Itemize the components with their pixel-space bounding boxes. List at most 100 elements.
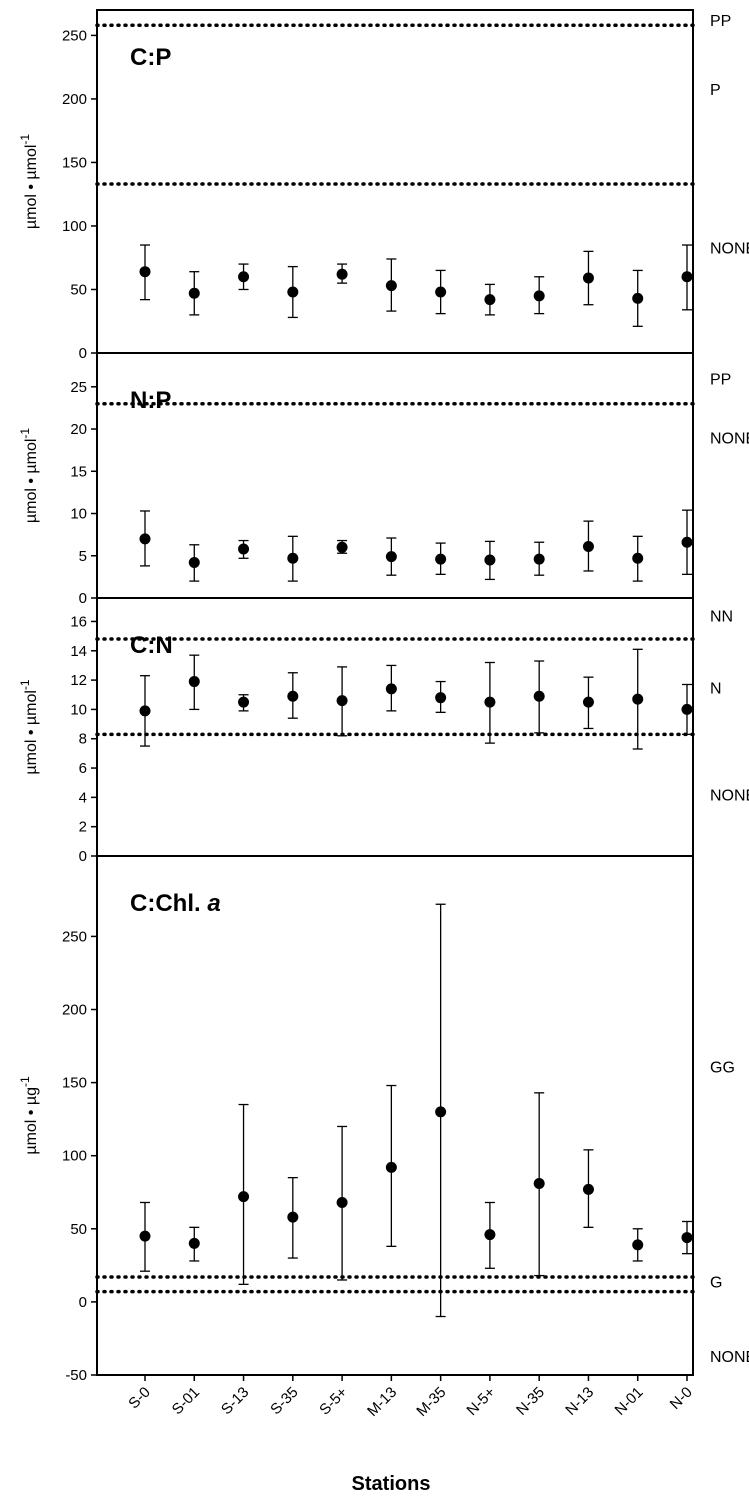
data-point xyxy=(681,703,693,715)
y-tick-label: 0 xyxy=(79,848,87,865)
data-point xyxy=(336,1196,348,1208)
data-point xyxy=(484,1229,496,1241)
zone-label: NN xyxy=(710,609,733,626)
y-tick-label: 200 xyxy=(62,91,87,108)
y-tick-label: 10 xyxy=(70,701,87,718)
data-point xyxy=(385,1161,397,1173)
panel-frame xyxy=(96,9,694,354)
data-point xyxy=(188,676,200,688)
data-point xyxy=(238,271,250,283)
y-tick-label: 0 xyxy=(79,345,87,362)
data-point xyxy=(188,287,200,299)
zone-label: NONE xyxy=(710,430,749,447)
data-point xyxy=(238,543,250,555)
y-tick-label: 25 xyxy=(70,379,87,396)
data-point xyxy=(681,271,693,283)
y-tick-label: 4 xyxy=(79,789,87,806)
y-tick-label: 14 xyxy=(70,643,87,660)
x-tick-label: S-35 xyxy=(267,1384,301,1418)
y-axis-label: µmol • µmol-1 xyxy=(18,428,40,523)
zone-label: GG xyxy=(710,1060,735,1077)
data-point xyxy=(484,554,496,566)
panel-title: C:N xyxy=(130,632,173,659)
y-tick-label: 20 xyxy=(70,421,87,438)
zone-label: N xyxy=(710,680,722,697)
zone-label: G xyxy=(710,1274,722,1291)
y-tick-label: 10 xyxy=(70,506,87,523)
data-point xyxy=(582,1183,594,1195)
zone-label: P xyxy=(710,82,721,99)
data-point xyxy=(336,268,348,280)
data-point xyxy=(188,557,200,569)
data-point xyxy=(632,552,644,564)
data-point xyxy=(533,553,545,565)
x-axis-label: Stations xyxy=(352,1473,431,1495)
y-tick-label: 0 xyxy=(79,1294,87,1311)
data-point xyxy=(435,553,447,565)
y-tick-label: 2 xyxy=(79,819,87,836)
x-tick-label: S-5+ xyxy=(316,1384,351,1419)
data-point xyxy=(435,692,447,704)
x-tick-label: N-01 xyxy=(612,1384,647,1419)
y-tick-label: 5 xyxy=(79,548,87,565)
y-tick-label: 16 xyxy=(70,613,87,630)
y-tick-label: -50 xyxy=(65,1367,87,1384)
data-point xyxy=(139,705,151,717)
y-tick-label: 15 xyxy=(70,463,87,480)
panel-frame xyxy=(96,352,694,599)
data-point xyxy=(385,551,397,563)
y-axis-label: µmol • µmol-1 xyxy=(18,134,40,229)
data-point xyxy=(287,286,299,298)
y-tick-label: 150 xyxy=(62,154,87,171)
y-tick-label: 50 xyxy=(70,1221,87,1238)
y-axis-label: µmol • µmol-1 xyxy=(18,679,40,774)
data-point xyxy=(484,294,496,306)
y-tick-label: 12 xyxy=(70,672,87,689)
panel-title: C:P xyxy=(130,44,171,71)
zone-label: NONE xyxy=(710,787,749,804)
y-tick-label: 50 xyxy=(70,281,87,298)
zone-label: PP xyxy=(710,371,731,388)
panel-title: C:Chl. a xyxy=(130,890,221,917)
y-tick-label: 100 xyxy=(62,218,87,235)
x-tick-label: S-13 xyxy=(218,1384,252,1418)
data-point xyxy=(681,1232,693,1244)
panel-title: N:P xyxy=(130,387,171,414)
y-tick-label: 0 xyxy=(79,590,87,607)
zone-label: NONE xyxy=(710,1349,749,1366)
x-tick-label: S-01 xyxy=(169,1384,203,1418)
data-point xyxy=(287,690,299,702)
data-point xyxy=(435,286,447,298)
x-tick-label: N-5+ xyxy=(463,1384,498,1419)
data-point xyxy=(582,540,594,552)
data-point xyxy=(238,696,250,708)
x-tick-label: N-35 xyxy=(513,1384,548,1419)
zone-label: PP xyxy=(710,13,731,30)
x-tick-label: N-0 xyxy=(667,1384,696,1413)
data-point xyxy=(139,533,151,545)
data-point xyxy=(139,1230,151,1242)
data-point xyxy=(139,266,151,278)
panel-2: 0 5 10 15 20 25 µmol • µmol-1 N:P PP NONE xyxy=(18,352,749,607)
y-tick-label: 200 xyxy=(62,1002,87,1019)
y-tick-label: 150 xyxy=(62,1075,87,1092)
y-tick-label: 100 xyxy=(62,1148,87,1165)
data-point xyxy=(385,280,397,292)
data-point xyxy=(238,1191,250,1203)
data-point xyxy=(435,1106,447,1118)
data-point xyxy=(533,290,545,302)
panel-frame xyxy=(96,855,694,1376)
data-point xyxy=(582,696,594,708)
data-point xyxy=(484,696,496,708)
y-tick-label: 6 xyxy=(79,760,87,777)
x-tick-label: N-13 xyxy=(562,1384,597,1419)
data-point xyxy=(681,536,693,548)
data-point xyxy=(336,695,348,707)
y-tick-label: 250 xyxy=(62,27,87,44)
data-point xyxy=(287,552,299,564)
